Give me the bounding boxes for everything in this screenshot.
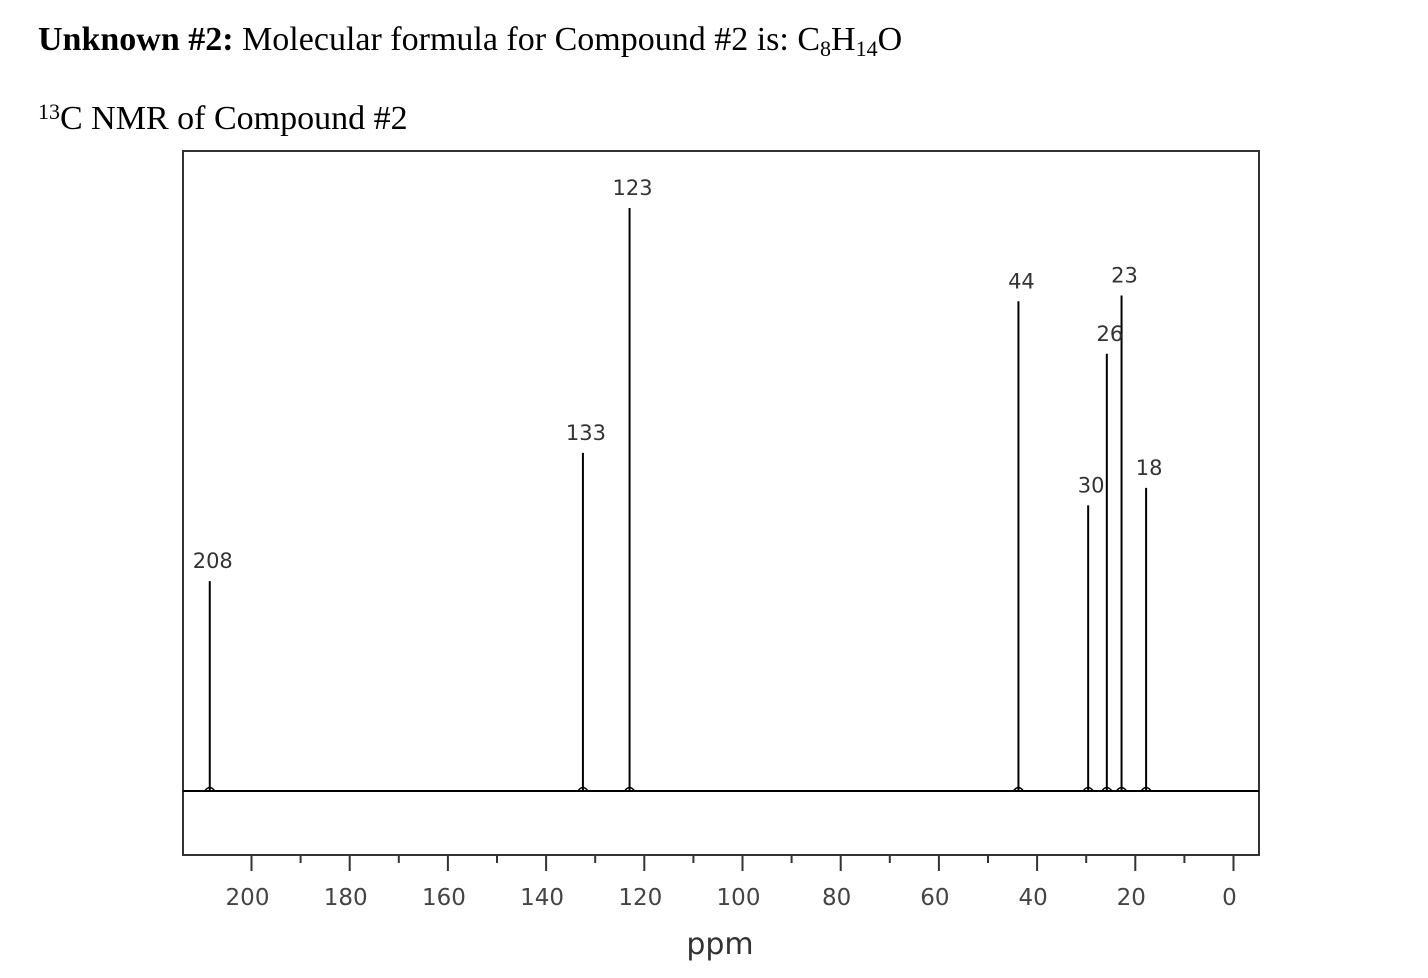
tick-label: 200 bbox=[226, 885, 270, 911]
tick-label: 0 bbox=[1222, 885, 1237, 911]
peak-label: 18 bbox=[1136, 456, 1163, 480]
tick-label: 160 bbox=[422, 885, 466, 911]
peak-labels: 208 133 123 44 30 26 23 18 bbox=[193, 176, 1163, 573]
x-axis-ticks bbox=[250, 855, 1235, 871]
tick-label: 140 bbox=[520, 885, 564, 911]
x-axis-title: ppm bbox=[686, 927, 753, 962]
tick-label: 40 bbox=[1018, 885, 1047, 911]
peak-label: 23 bbox=[1111, 263, 1138, 287]
tick-label: 180 bbox=[324, 885, 368, 911]
formula-h-count: 14 bbox=[855, 36, 878, 61]
formula-text: Molecular formula for Compound #2 is: bbox=[242, 21, 798, 58]
peak-label: 123 bbox=[613, 176, 653, 200]
spectrum-title: 13C NMR of Compound #2 bbox=[38, 97, 408, 141]
tick-label: 100 bbox=[717, 885, 761, 911]
tick-label: 80 bbox=[822, 885, 851, 911]
formula-h: H bbox=[831, 21, 856, 58]
plot-frame bbox=[182, 150, 1260, 856]
unknown-label: Unknown #2: bbox=[38, 21, 234, 58]
tick-label: 120 bbox=[618, 885, 662, 911]
peak-label: 208 bbox=[193, 549, 233, 573]
x-axis-tick-labels: 200 180 160 140 120 100 80 60 40 20 0 bbox=[226, 885, 1237, 911]
spectrum-peaks bbox=[204, 208, 1152, 792]
tick-label: 60 bbox=[920, 885, 949, 911]
peak-label: 26 bbox=[1096, 322, 1123, 346]
compound-heading: Unknown #2: Molecular formula for Compou… bbox=[38, 18, 902, 62]
peak-label: 133 bbox=[566, 421, 606, 445]
formula-c-count: 8 bbox=[820, 36, 832, 61]
isotope-superscript: 13 bbox=[38, 99, 60, 124]
formula-c: C bbox=[797, 21, 821, 58]
peak-label: 44 bbox=[1008, 269, 1035, 293]
peak-label: 30 bbox=[1078, 473, 1105, 497]
tick-label: 20 bbox=[1117, 885, 1146, 911]
formula-o: O bbox=[877, 21, 903, 58]
spectrum-title-text: C NMR of Compound #2 bbox=[60, 100, 408, 137]
